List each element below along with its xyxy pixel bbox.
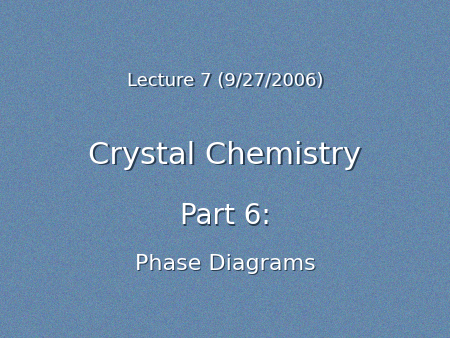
- Text: Phase Diagrams: Phase Diagrams: [135, 254, 315, 274]
- Text: Crystal Chemistry: Crystal Chemistry: [90, 142, 363, 171]
- Text: Part 6:: Part 6:: [180, 202, 270, 230]
- Text: Lecture 7 (9/27/2006): Lecture 7 (9/27/2006): [127, 72, 323, 90]
- Text: Lecture 7 (9/27/2006): Lecture 7 (9/27/2006): [129, 73, 325, 92]
- Text: Phase Diagrams: Phase Diagrams: [136, 255, 317, 275]
- Text: Part 6:: Part 6:: [181, 204, 272, 232]
- Text: Crystal Chemistry: Crystal Chemistry: [89, 141, 361, 170]
